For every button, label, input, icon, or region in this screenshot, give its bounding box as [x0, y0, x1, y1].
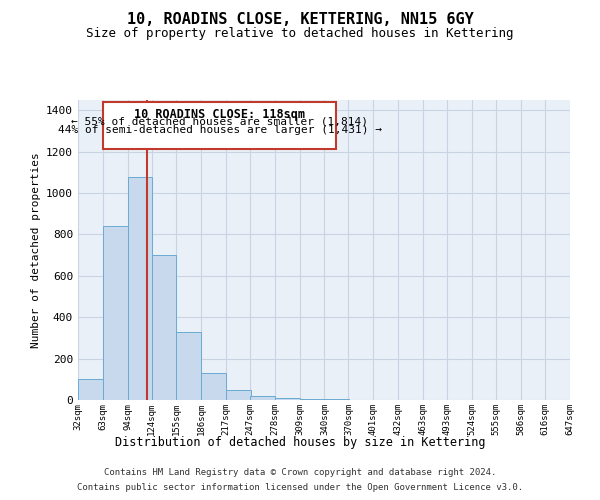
- Bar: [226, 390, 251, 400]
- FancyBboxPatch shape: [103, 102, 337, 148]
- Bar: [78, 380, 103, 400]
- Text: Distribution of detached houses by size in Kettering: Distribution of detached houses by size …: [115, 436, 485, 449]
- Bar: [176, 332, 201, 400]
- Text: 10 ROADINS CLOSE: 118sqm: 10 ROADINS CLOSE: 118sqm: [134, 108, 305, 122]
- Text: Size of property relative to detached houses in Kettering: Size of property relative to detached ho…: [86, 28, 514, 40]
- Text: Contains HM Land Registry data © Crown copyright and database right 2024.: Contains HM Land Registry data © Crown c…: [104, 468, 496, 477]
- Text: ← 55% of detached houses are smaller (1,814): ← 55% of detached houses are smaller (1,…: [71, 117, 368, 127]
- Bar: [299, 399, 325, 400]
- Text: 10, ROADINS CLOSE, KETTERING, NN15 6GY: 10, ROADINS CLOSE, KETTERING, NN15 6GY: [127, 12, 473, 28]
- Text: Contains public sector information licensed under the Open Government Licence v3: Contains public sector information licen…: [77, 483, 523, 492]
- Bar: [250, 396, 275, 400]
- Bar: [128, 176, 152, 400]
- Bar: [201, 373, 226, 400]
- Y-axis label: Number of detached properties: Number of detached properties: [31, 152, 41, 348]
- Bar: [275, 398, 299, 400]
- Bar: [152, 255, 176, 400]
- Bar: [103, 226, 128, 400]
- Text: 44% of semi-detached houses are larger (1,431) →: 44% of semi-detached houses are larger (…: [58, 125, 382, 135]
